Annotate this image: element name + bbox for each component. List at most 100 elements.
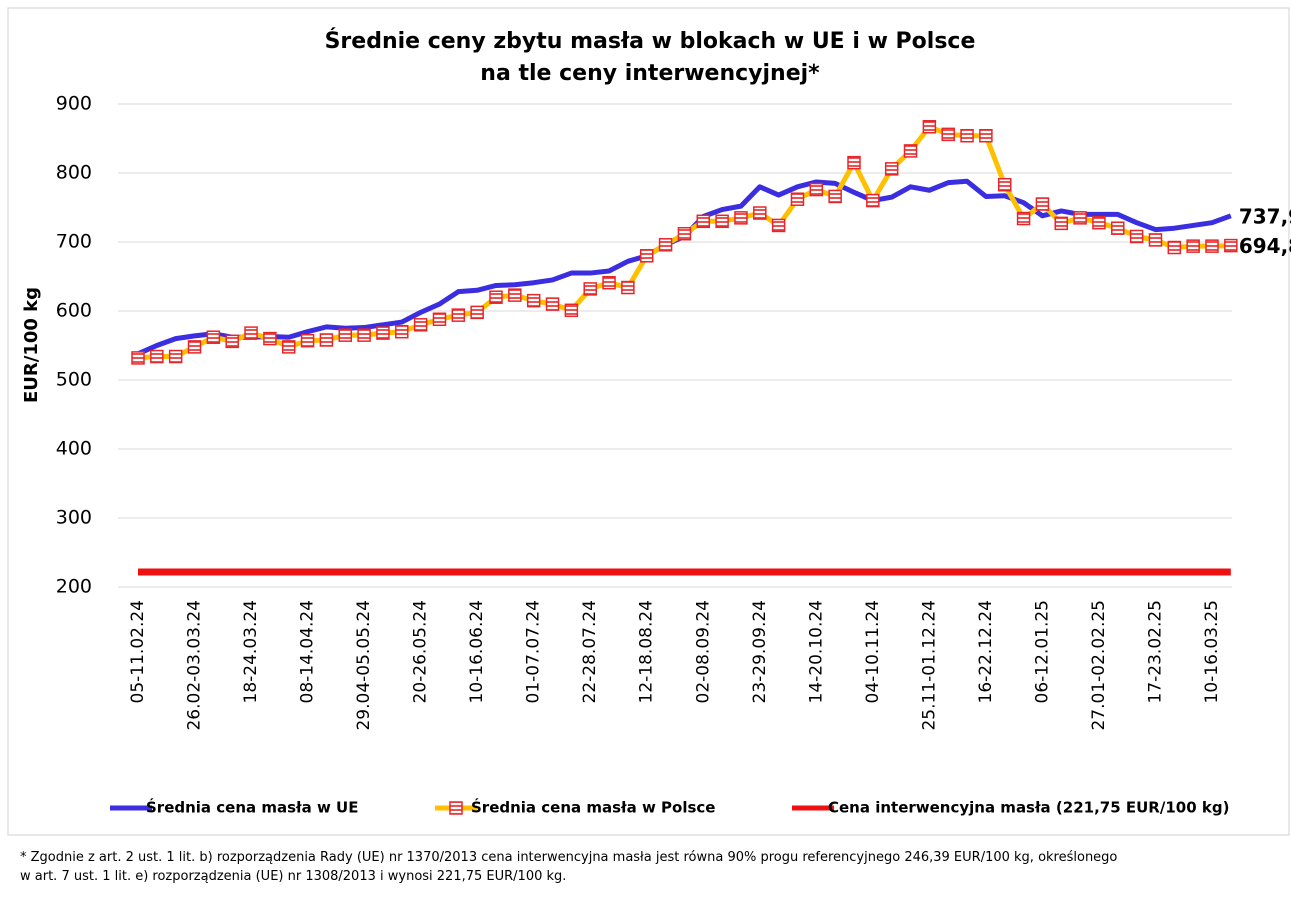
point-marker [866, 193, 880, 208]
data-label: 737,97 [1239, 204, 1291, 228]
point-marker [884, 162, 899, 176]
point-marker [658, 238, 673, 252]
series-line [136, 178, 1232, 357]
point-marker [413, 318, 428, 332]
x-tick-label: 16-22.12.24 [976, 600, 996, 703]
point-marker [300, 333, 315, 348]
x-tick-label: 04-10.11.24 [863, 600, 883, 703]
point-marker [771, 218, 786, 233]
point-marker [150, 349, 164, 364]
footnote: * Zgodnie z art. 2 ust. 1 lit. b) rozpor… [20, 848, 1280, 886]
point-marker [168, 349, 183, 364]
point-marker [508, 288, 522, 302]
point-marker [225, 334, 239, 349]
point-marker [281, 340, 296, 354]
point-marker [677, 226, 692, 241]
point-marker [263, 331, 277, 346]
y-tick-label: 800 [56, 162, 92, 184]
x-tick-label: 01-07.07.24 [524, 600, 544, 703]
x-tick-label: 05-11.02.24 [128, 600, 148, 703]
x-tick-label: 06-12.01.25 [1032, 600, 1052, 703]
point-marker [564, 303, 579, 318]
y-tick-label: 700 [56, 231, 92, 253]
footnote-line: w art. 7 ust. 1 lit. e) rozporządzenia (… [20, 869, 567, 884]
point-marker [941, 127, 955, 142]
point-marker [1054, 216, 1069, 231]
point-marker [432, 312, 447, 327]
point-marker [1205, 239, 1219, 253]
x-tick-label: 18-24.03.24 [241, 600, 261, 703]
point-marker [1092, 215, 1106, 230]
x-tick-label: 02-08.09.24 [693, 600, 713, 703]
point-marker [828, 189, 842, 204]
x-tick-label: 29.04-05.05.24 [354, 600, 374, 731]
y-tick-label: 200 [56, 576, 92, 598]
x-tick-label: 27.01-02.02.25 [1089, 600, 1109, 731]
point-marker [1111, 221, 1125, 235]
point-marker [621, 280, 635, 295]
y-tick-label: 600 [56, 300, 92, 322]
point-marker [376, 326, 390, 340]
chart-border [7, 7, 1290, 836]
point-marker [244, 326, 258, 340]
legend-label: Średnia cena masła w Polsce [471, 798, 715, 817]
point-marker [790, 192, 805, 206]
point-marker [131, 351, 145, 365]
x-tick-label: 20-26.05.24 [411, 600, 431, 703]
point-marker [922, 120, 937, 134]
point-marker [997, 177, 1012, 192]
point-marker [1148, 233, 1163, 247]
x-tick-label: 22-28.07.24 [580, 600, 600, 703]
point-marker [639, 249, 654, 263]
point-marker [734, 211, 748, 225]
point-marker [1186, 239, 1200, 253]
point-marker [470, 305, 484, 320]
point-marker [602, 275, 616, 290]
point-marker [847, 155, 861, 170]
point-marker [1129, 229, 1144, 244]
y-axis-label: EUR/100 kg [21, 287, 42, 403]
point-marker [809, 182, 824, 197]
point-marker [338, 328, 353, 342]
x-tick-label: 14-20.10.24 [806, 600, 826, 703]
point-marker [1016, 211, 1031, 226]
point-marker [206, 330, 221, 344]
chart: Średnie ceny zbytu masła w blokach w UE … [7, 7, 1291, 836]
point-marker [753, 206, 767, 220]
legend-label: Średnia cena masła w UE [146, 798, 358, 817]
legend-marker [449, 801, 463, 815]
point-marker [319, 333, 334, 347]
x-tick-label: 26.02-03.03.24 [185, 600, 205, 731]
x-tick-label: 23-29.09.24 [750, 600, 770, 703]
point-marker [526, 293, 541, 308]
point-marker [696, 214, 711, 229]
point-marker [960, 128, 974, 143]
point-marker [583, 282, 597, 296]
chart-title: na tle ceny interwencyjnej* [480, 61, 820, 86]
x-tick-label: 10-16.03.25 [1202, 600, 1222, 703]
x-tick-label: 08-14.04.24 [298, 600, 318, 703]
y-tick-label: 900 [56, 93, 92, 115]
point-marker [395, 324, 409, 339]
x-tick-label: 12-18.08.24 [637, 600, 657, 703]
point-marker [1224, 238, 1238, 253]
data-label: 694,82 [1239, 234, 1291, 258]
point-marker [451, 308, 466, 322]
footnote-line: * Zgodnie z art. 2 ust. 1 lit. b) rozpor… [20, 850, 1118, 865]
chart-title: Średnie ceny zbytu masła w blokach w UE … [325, 28, 976, 54]
legend-label: Cena interwencyjna masła (221,75 EUR/100… [828, 799, 1229, 817]
point-marker [903, 144, 918, 158]
y-tick-label: 500 [56, 369, 92, 391]
x-tick-label: 25.11-01.12.24 [919, 600, 939, 731]
point-marker [1035, 197, 1050, 211]
x-tick-label: 17-23.02.25 [1145, 600, 1165, 703]
y-tick-label: 400 [56, 438, 92, 460]
point-marker [545, 297, 560, 311]
point-marker [357, 328, 371, 342]
point-marker [1073, 211, 1087, 225]
point-marker [979, 128, 993, 143]
y-tick-label: 300 [56, 507, 92, 529]
x-tick-label: 10-16.06.24 [467, 600, 487, 703]
point-marker [715, 214, 729, 229]
